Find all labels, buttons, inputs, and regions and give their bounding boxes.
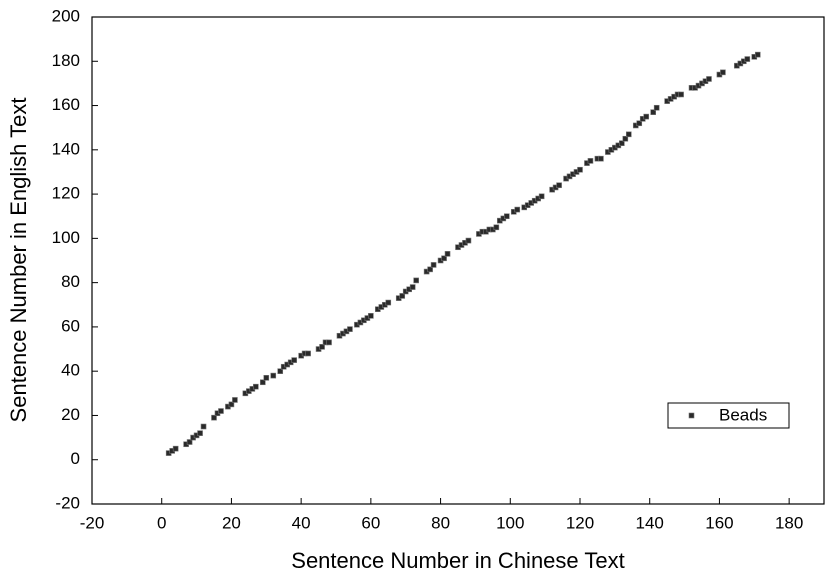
x-tick-label: 0 (157, 513, 166, 532)
point (636, 120, 643, 127)
x-tick-label: -20 (80, 513, 105, 532)
point (653, 104, 660, 111)
point (619, 140, 625, 146)
point (503, 213, 510, 220)
x-tick-label: 40 (292, 513, 311, 532)
point (441, 255, 447, 262)
point (409, 284, 416, 290)
x-tick-label: 140 (636, 513, 664, 532)
point (427, 266, 433, 273)
point (319, 344, 325, 350)
point (625, 131, 632, 138)
point (577, 166, 583, 173)
point (706, 76, 712, 82)
point (326, 339, 332, 346)
point (643, 113, 650, 120)
point (744, 56, 751, 62)
point (172, 445, 179, 452)
point (622, 135, 629, 142)
x-tick-label: 60 (361, 513, 380, 532)
point (368, 313, 374, 319)
point (720, 69, 726, 76)
point (413, 277, 419, 284)
y-tick-label: 180 (52, 51, 80, 70)
point (465, 237, 472, 244)
y-tick-label: 160 (52, 95, 80, 114)
point (197, 430, 203, 436)
point (430, 262, 437, 268)
point (200, 423, 207, 430)
point (556, 182, 562, 189)
point (514, 206, 521, 213)
point (263, 375, 270, 381)
y-tick-label: 120 (52, 184, 80, 203)
y-tick-label: -20 (55, 493, 80, 512)
point (305, 350, 311, 357)
y-tick-label: 0 (71, 449, 80, 468)
x-tick-label: 160 (705, 513, 733, 532)
point (232, 397, 238, 403)
point (218, 408, 224, 414)
point (211, 414, 217, 421)
legend-marker (688, 412, 695, 419)
point (291, 357, 297, 363)
y-tick-label: 40 (61, 361, 80, 380)
point (678, 91, 684, 98)
point (347, 326, 353, 332)
x-axis-title: Sentence Number in Chinese Text (291, 548, 624, 573)
y-tick-label: 60 (61, 316, 80, 335)
y-tick-label: 20 (61, 405, 80, 424)
point (186, 439, 193, 445)
point (444, 251, 451, 257)
x-tick-label: 100 (496, 513, 524, 532)
y-tick-label: 80 (61, 272, 80, 291)
point (538, 193, 545, 200)
y-tick-label: 200 (52, 6, 80, 25)
x-tick-label: 20 (222, 513, 241, 532)
point (754, 51, 761, 58)
y-tick-label: 140 (52, 139, 80, 158)
plot-frame (91, 16, 825, 505)
x-tick-label: 180 (775, 513, 803, 532)
x-tick-label: 120 (566, 513, 594, 532)
point (259, 379, 266, 386)
y-axis-title: Sentence Number in English Text (6, 98, 31, 423)
point (598, 155, 604, 162)
point (277, 368, 284, 374)
point (270, 372, 277, 379)
y-tick-label: 100 (52, 228, 80, 247)
legend-label: Beads (719, 405, 767, 424)
point (493, 224, 500, 231)
point (228, 401, 235, 408)
point (587, 158, 594, 164)
point (399, 293, 406, 299)
point (385, 299, 392, 306)
point (650, 109, 657, 115)
legend-box (667, 402, 790, 429)
point (253, 383, 259, 390)
x-tick-label: 80 (431, 513, 450, 532)
